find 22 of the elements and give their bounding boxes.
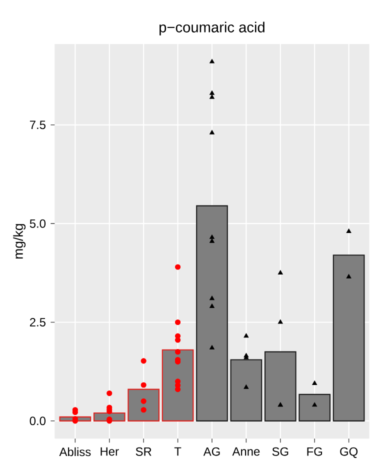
bar (298, 394, 331, 422)
x-tick-label: Her (100, 447, 119, 456)
bar (162, 349, 194, 422)
x-tick-label: SR (136, 447, 152, 456)
bar (230, 359, 262, 422)
x-tick-label: T (174, 447, 182, 456)
bar (196, 205, 228, 422)
y-tick-label: 2.5 (30, 318, 46, 326)
x-tick-label: AG (203, 447, 220, 456)
chart-title: p−coumaric acid (160, 22, 264, 36)
bar (332, 254, 365, 422)
x-tick-label: FG (307, 447, 322, 456)
x-tick-label: SG (272, 447, 288, 456)
y-tick-label: 5.0 (30, 219, 46, 228)
x-tick-label: Abliss (59, 447, 91, 456)
bar (264, 351, 296, 422)
y-axis-title: mg/kg (13, 224, 26, 259)
x-tick-label: Anne (232, 447, 260, 456)
y-tick-label: 0.0 (30, 416, 46, 426)
bar (128, 388, 160, 422)
y-tick-label: 7.5 (30, 120, 46, 130)
x-tick-label: GQ (340, 447, 358, 458)
